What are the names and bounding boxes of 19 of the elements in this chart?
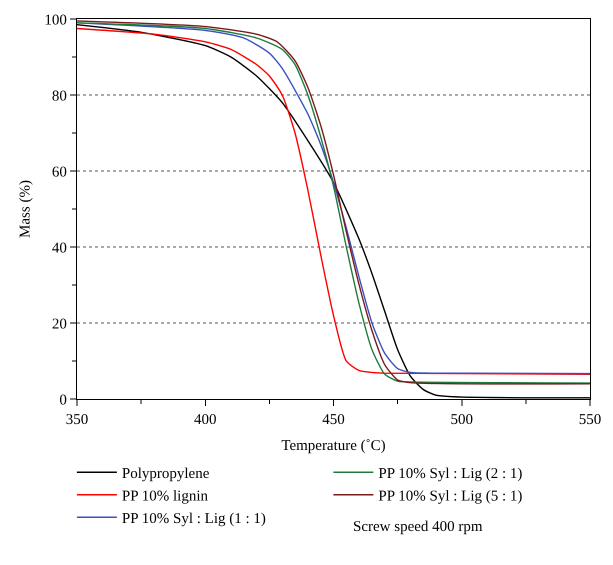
x-tick-label: 450 xyxy=(322,412,345,428)
x-tick-label: 350 xyxy=(66,412,88,428)
y-tick-label: 40 xyxy=(52,240,67,256)
legend-label: PP 10% Syl : Lig (5 : 1) xyxy=(378,488,522,505)
y-tick-label: 100 xyxy=(44,12,67,28)
x-tick-label: 500 xyxy=(450,412,473,428)
legend-label: PP 10% lignin xyxy=(122,488,208,505)
y-tick-label: 20 xyxy=(52,316,67,332)
legend-label: PP 10% Syl : Lig (2 : 1) xyxy=(378,466,522,482)
y-tick-label: 60 xyxy=(52,164,67,180)
legend-label: Polypropylene xyxy=(122,466,210,482)
x-tick-label: 400 xyxy=(194,412,216,428)
x-tick-label: 550 xyxy=(578,412,602,428)
legend-label: PP 10% Syl : Lig (1 : 1) xyxy=(122,511,266,528)
x-axis-title: Temperature (˚C) xyxy=(281,438,386,454)
y-axis-title: Mass (%) xyxy=(18,180,34,238)
y-tick-label: 80 xyxy=(52,88,67,104)
text: Screw speed 400 rpm xyxy=(353,519,483,535)
y-tick-label: 0 xyxy=(59,392,67,408)
